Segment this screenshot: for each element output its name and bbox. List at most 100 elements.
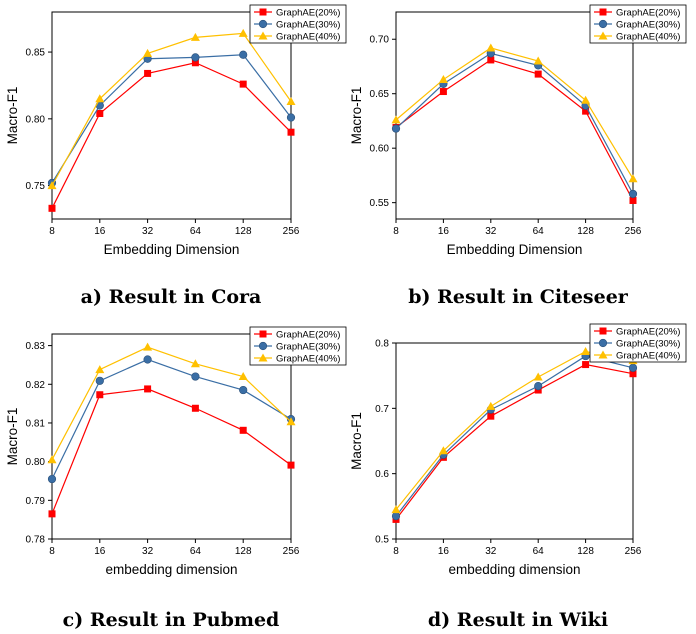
legend-label: GraphAE(40%) bbox=[616, 32, 680, 43]
data-point bbox=[391, 512, 401, 521]
y-axis-label: Macro-F1 bbox=[5, 87, 20, 145]
plot-frame bbox=[395, 342, 634, 540]
y-tick-label: 0.82 bbox=[26, 380, 46, 391]
x-axis-label: embedding dimension bbox=[448, 562, 580, 577]
x-tick-label: 256 bbox=[625, 546, 642, 557]
legend-label: GraphAE(20%) bbox=[616, 8, 680, 19]
x-tick-label: 16 bbox=[438, 546, 450, 557]
legend: GraphAE(20%)GraphAE(30%)GraphAE(40%) bbox=[249, 4, 347, 44]
legend-marker bbox=[259, 8, 267, 16]
legend-marker bbox=[598, 338, 608, 348]
data-point bbox=[239, 80, 247, 88]
x-tick-label: 64 bbox=[533, 226, 545, 237]
series-line bbox=[51, 54, 292, 184]
data-point bbox=[286, 113, 296, 122]
data-point bbox=[487, 56, 495, 64]
legend-label: GraphAE(20%) bbox=[616, 327, 680, 338]
data-point bbox=[239, 50, 248, 59]
y-tick-label: 0.60 bbox=[370, 144, 390, 155]
data-point bbox=[47, 455, 57, 464]
data-point bbox=[190, 32, 200, 41]
legend-marker bbox=[599, 8, 607, 16]
data-point bbox=[190, 359, 200, 368]
legend-label: GraphAE(30%) bbox=[616, 20, 680, 31]
x-tick-label: 64 bbox=[190, 226, 202, 237]
series-line bbox=[395, 47, 634, 179]
data-point bbox=[582, 361, 590, 369]
x-tick-label: 128 bbox=[577, 546, 594, 557]
x-tick-label: 128 bbox=[235, 226, 252, 237]
series-line bbox=[395, 52, 634, 195]
legend-marker bbox=[259, 330, 267, 338]
x-tick-label: 8 bbox=[393, 546, 399, 557]
x-tick-label: 16 bbox=[94, 546, 106, 557]
legend-label: GraphAE(20%) bbox=[276, 330, 340, 341]
x-tick-label: 128 bbox=[235, 546, 252, 557]
y-tick-label: 0.79 bbox=[26, 496, 46, 507]
legend-label: GraphAE(40%) bbox=[276, 32, 340, 43]
data-point bbox=[486, 43, 496, 52]
data-point bbox=[629, 196, 637, 204]
data-point bbox=[48, 204, 56, 212]
data-point bbox=[533, 372, 543, 381]
legend: GraphAE(20%)GraphAE(30%)GraphAE(40%) bbox=[589, 323, 687, 363]
data-point bbox=[487, 412, 495, 420]
data-point bbox=[439, 88, 447, 96]
data-point bbox=[239, 426, 247, 434]
y-tick-label: 0.65 bbox=[370, 89, 390, 100]
x-tick-label: 256 bbox=[283, 546, 300, 557]
legend-marker bbox=[599, 327, 607, 335]
y-tick-label: 0.83 bbox=[26, 341, 46, 352]
y-axis-label: Macro-F1 bbox=[349, 87, 364, 145]
legend-marker bbox=[258, 341, 268, 351]
data-point bbox=[96, 391, 104, 399]
x-axis-label: Embedding Dimension bbox=[104, 242, 240, 257]
chart-panel: 8 16 32 64 128 256 0.5 0.6 0.7 0.8 embedding dimen… bbox=[349, 323, 687, 631]
series-line bbox=[395, 350, 634, 510]
data-point bbox=[191, 404, 199, 412]
y-tick-label: 0.55 bbox=[370, 198, 390, 209]
panel-caption: d) Result in Wiki bbox=[428, 609, 608, 631]
data-point bbox=[96, 109, 104, 117]
data-point bbox=[95, 376, 104, 385]
data-point bbox=[628, 174, 638, 183]
panel-caption: b) Result in Citeseer bbox=[408, 286, 629, 308]
legend-label: GraphAE(40%) bbox=[276, 354, 340, 365]
legend-marker bbox=[258, 19, 268, 29]
y-axis-label: Macro-F1 bbox=[349, 412, 364, 470]
x-tick-label: 16 bbox=[94, 226, 106, 237]
y-tick-label: 0.6 bbox=[375, 469, 389, 480]
x-tick-label: 64 bbox=[190, 546, 202, 557]
data-point bbox=[95, 365, 105, 374]
legend-marker bbox=[258, 353, 268, 362]
series-line bbox=[395, 355, 634, 517]
legend-marker bbox=[598, 350, 608, 359]
y-tick-label: 0.75 bbox=[26, 181, 46, 192]
panel-caption: c) Result in Pubmed bbox=[63, 609, 280, 631]
y-tick-label: 0.81 bbox=[26, 418, 46, 429]
series-line bbox=[51, 62, 292, 209]
x-tick-label: 256 bbox=[283, 226, 300, 237]
x-tick-label: 8 bbox=[393, 226, 399, 237]
x-tick-label: 32 bbox=[485, 546, 497, 557]
series-line bbox=[395, 363, 634, 520]
y-tick-label: 0.8 bbox=[375, 339, 389, 350]
legend: GraphAE(20%)GraphAE(30%)GraphAE(40%) bbox=[249, 326, 347, 366]
legend-label: GraphAE(30%) bbox=[276, 342, 340, 353]
series-line bbox=[51, 346, 292, 460]
legend-marker bbox=[258, 31, 268, 40]
x-tick-label: 16 bbox=[438, 226, 450, 237]
chart-panel: 8 16 32 64 128 256 0.78 0.79 0.80 0.81 0.82 0.83 emb… bbox=[5, 326, 347, 631]
y-tick-label: 0.80 bbox=[26, 457, 46, 468]
x-tick-label: 256 bbox=[625, 226, 642, 237]
data-point bbox=[391, 505, 401, 514]
legend-marker bbox=[598, 19, 608, 29]
data-point bbox=[533, 56, 543, 65]
x-tick-label: 32 bbox=[142, 546, 154, 557]
legend-label: GraphAE(20%) bbox=[276, 8, 340, 19]
data-point bbox=[628, 189, 638, 199]
y-tick-label: 0.78 bbox=[26, 535, 46, 546]
data-point bbox=[47, 181, 57, 190]
data-point bbox=[143, 342, 153, 351]
legend-label: GraphAE(30%) bbox=[276, 20, 340, 31]
